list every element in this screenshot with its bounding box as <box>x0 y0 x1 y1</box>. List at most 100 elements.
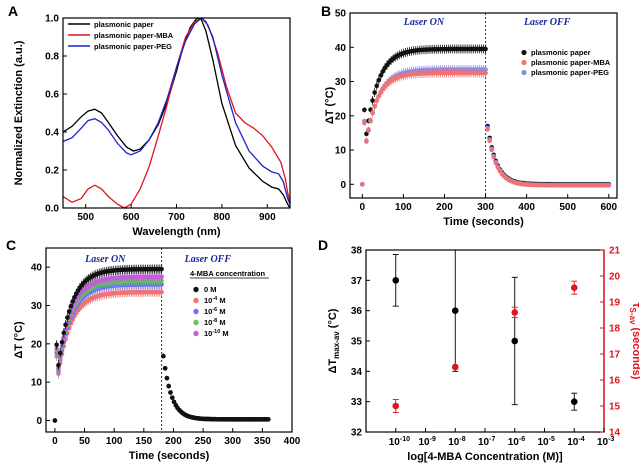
data-point <box>52 418 58 423</box>
y-tick-label: 35 <box>351 337 363 348</box>
x-tick-label: 0 <box>360 202 366 213</box>
data-point <box>483 70 488 76</box>
y2-tick-label: 21 <box>609 246 621 257</box>
panel-c: C 0 50 100 150 200 250 300 350 400 0 10 20 30 40 Time (… <box>6 237 301 462</box>
data-point <box>370 98 375 103</box>
y-tick-label: 34 <box>351 367 363 378</box>
data-point <box>265 417 271 422</box>
x-tick-label: 300 <box>224 436 241 447</box>
data-point <box>72 294 77 300</box>
y-tick-label: 0 <box>340 180 346 191</box>
y-tick-label: 50 <box>335 9 347 20</box>
axes-frame-c <box>45 247 293 433</box>
data-point <box>376 77 382 83</box>
data-point <box>378 73 384 78</box>
legend-entry: 10-4 M <box>204 296 226 305</box>
data-point <box>368 117 373 123</box>
x-tick-label: 10-3 <box>597 436 614 448</box>
data-point <box>159 289 164 295</box>
data-point <box>168 390 173 395</box>
y-tick-label: 36 <box>351 306 363 317</box>
data-point <box>495 165 501 170</box>
y-tick-label: 20 <box>31 339 43 350</box>
y-tick-label: 40 <box>335 43 347 54</box>
x-tick-label: 400 <box>284 436 301 447</box>
data-point <box>364 138 369 143</box>
panel-letter-a: A <box>8 3 18 19</box>
y-tick-label: 0 <box>36 416 42 427</box>
laser-off-label: Laser OFF <box>523 17 571 28</box>
laser-on-label: Laser ON <box>84 254 126 265</box>
y2-tick-label: 17 <box>609 350 621 361</box>
data-point <box>68 303 74 309</box>
axes-frame-b <box>349 12 618 199</box>
legend-marker <box>193 319 199 326</box>
x-tick-label: 250 <box>195 436 212 447</box>
y-tick-label: 0.0 <box>45 204 59 215</box>
x-tick-label: 500 <box>559 202 576 213</box>
data-point <box>59 339 65 345</box>
legend-entry: 10-8 M <box>204 318 226 327</box>
y-tick-label: 10 <box>31 378 43 389</box>
legend-entry: plasmonic paper-PEG <box>531 68 609 77</box>
y2-tick-label: 19 <box>609 298 621 309</box>
x-tick-label: 50 <box>79 436 91 447</box>
data-point <box>511 309 519 316</box>
x-tick-label: 900 <box>259 212 276 223</box>
line-series-3 <box>62 17 291 205</box>
data-point <box>362 107 367 113</box>
x-tick-label: 200 <box>436 202 453 213</box>
y2-tick-label: 16 <box>609 376 621 387</box>
x-tick-label: 10-5 <box>538 436 555 448</box>
legend-entry: plasmonic paper-MBA <box>531 58 611 67</box>
legend-marker <box>193 297 199 304</box>
legend-title: 4-MBA concentration <box>190 269 266 278</box>
x-tick-label: 10-9 <box>419 436 436 448</box>
x-tick-label: 200 <box>165 436 182 447</box>
x-tick-label: 600 <box>123 212 140 223</box>
panel-d: D 10-10 10-9 10-8 10-7 10-6 10-5 10-4 10-3 32 33 34… <box>318 237 640 463</box>
data-point <box>169 395 175 400</box>
data-point <box>362 120 367 126</box>
y-tick-label: 20 <box>335 111 347 122</box>
x-tick-label: 10-4 <box>567 436 584 448</box>
axes-frame-d <box>365 249 605 433</box>
y-axis-label: ΔTmax-av (°C) <box>327 308 341 373</box>
x-tick-label: 0 <box>52 436 58 447</box>
x-tick-label: 800 <box>214 212 231 223</box>
x-axis-label: Wavelength (nm) <box>132 226 221 238</box>
x-tick-label: 700 <box>168 212 185 223</box>
data-point <box>392 402 400 410</box>
y-tick-label: 40 <box>31 263 43 274</box>
panel-letter-b: B <box>321 3 331 19</box>
y2-axis-label: τS-av (seconds) <box>628 303 640 380</box>
data-point <box>451 363 459 371</box>
data-point <box>370 110 375 115</box>
data-point <box>366 127 371 132</box>
panel-letter-c: C <box>6 237 16 253</box>
panel-a: A 500 600 700 800 900 0.0 0.2 0.4 0.6 0.8 1.0 Wavele… <box>8 3 291 238</box>
x-axis-label: Time (seconds) <box>443 216 524 228</box>
legend-marker <box>521 69 527 76</box>
legend-entry: plasmonic paper-PEG <box>94 42 172 51</box>
y-tick-label: 38 <box>351 246 363 257</box>
y2-tick-label: 20 <box>609 272 621 283</box>
panel-b: B 0 100 200 300 400 500 600 0 10 20 30 40 50 Time (sec… <box>321 3 618 228</box>
data-point <box>364 131 369 137</box>
data-point <box>54 342 59 348</box>
data-point <box>374 83 380 89</box>
data-point <box>65 315 70 320</box>
y2-tick-label: 14 <box>609 428 621 439</box>
data-point <box>66 309 72 314</box>
y-tick-label: 0.4 <box>45 128 59 139</box>
y-axis-label: ΔT (°C) <box>324 86 336 124</box>
x-tick-label: 10-7 <box>478 436 495 448</box>
y-tick-label: 0.8 <box>45 52 59 63</box>
data-point <box>372 90 377 95</box>
x-tick-label: 300 <box>477 202 494 213</box>
legend-marker <box>521 59 527 66</box>
data-point <box>380 69 386 74</box>
x-axis-label: log[4-MBA Concentration (M)] <box>407 451 563 463</box>
y-tick-label: 30 <box>335 77 347 88</box>
legend-marker <box>193 286 199 293</box>
